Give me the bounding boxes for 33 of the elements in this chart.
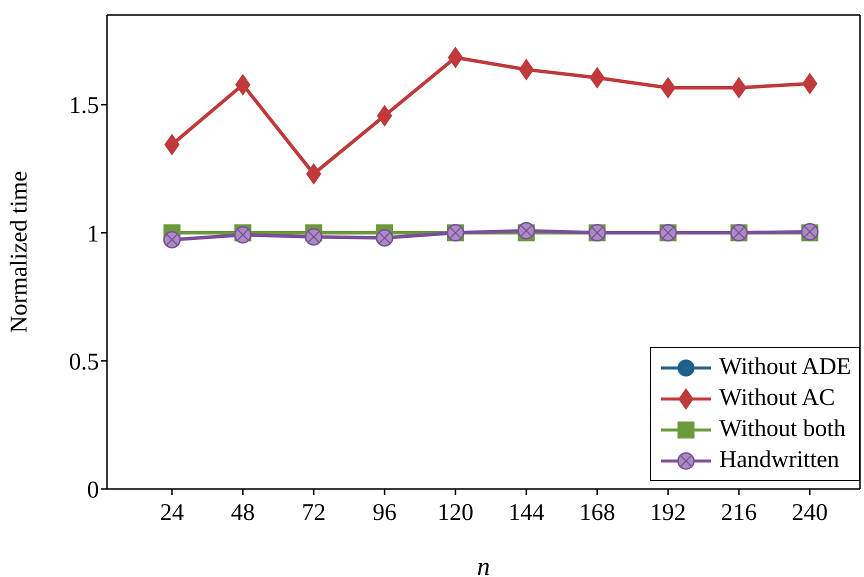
x-tick-label: 240 [792, 500, 828, 526]
legend-label: Without both [719, 416, 846, 443]
x-tick-label: 72 [302, 500, 326, 526]
point [304, 228, 322, 246]
y-tick-label: 1 [87, 221, 99, 248]
point [731, 77, 746, 98]
point [660, 77, 676, 98]
x-tick-label: 48 [230, 500, 255, 526]
legend-label: Handwritten [719, 447, 840, 474]
point [376, 229, 394, 247]
point [802, 73, 818, 94]
point [377, 105, 392, 126]
y-tick-label: 1.5 [69, 93, 99, 120]
point [235, 74, 250, 96]
x-tick-label: 120 [437, 500, 474, 526]
x-tick-label: 192 [650, 500, 686, 526]
x-tick-label: 24 [160, 500, 184, 526]
legend-label: Without ADE [719, 354, 851, 381]
point [163, 230, 181, 248]
x-tick-label: 144 [508, 500, 544, 526]
x-tick-label: 96 [372, 500, 397, 526]
legend-label: Without AC [719, 385, 836, 412]
x-tick-label: 168 [579, 500, 616, 526]
y-axis-title: Normalized time [6, 171, 33, 333]
point [518, 59, 534, 80]
point [448, 47, 463, 68]
y-tick-label: 0 [87, 478, 99, 504]
x-tick-label: 216 [720, 500, 757, 526]
x-axis-title: n [477, 552, 490, 577]
point [306, 163, 322, 184]
point [164, 134, 180, 156]
point [590, 67, 605, 88]
y-tick-label: 0.5 [69, 349, 99, 376]
